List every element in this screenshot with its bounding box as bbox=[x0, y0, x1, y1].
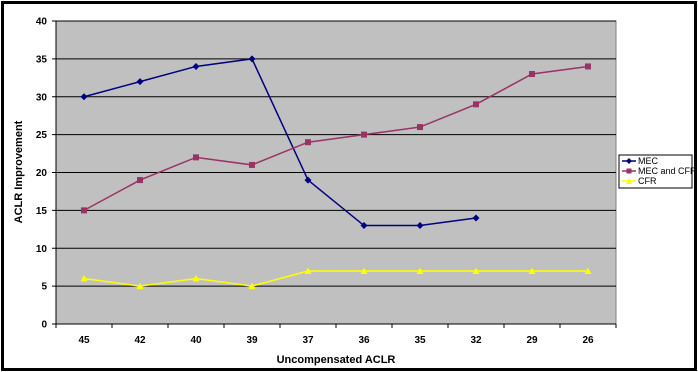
gridlines bbox=[56, 20, 616, 287]
point-cfr-39 bbox=[248, 282, 256, 290]
legend-label-mec: MEC bbox=[638, 156, 659, 166]
legend-marker-mec-and-cfr bbox=[626, 168, 632, 174]
series-line-cfr bbox=[83, 270, 588, 287]
x-tick-label-42: 42 bbox=[134, 335, 146, 346]
point-mec-and-cfr-35 bbox=[417, 124, 423, 131]
y-tick-label-5: 5 bbox=[41, 282, 47, 293]
series-layer bbox=[80, 55, 592, 290]
point-mec-and-cfr-32 bbox=[473, 101, 479, 108]
point-mec-36 bbox=[360, 222, 368, 230]
point-cfr-42 bbox=[136, 282, 144, 290]
point-mec-39 bbox=[248, 55, 256, 63]
x-tick-label-26: 26 bbox=[582, 335, 594, 346]
x-tick-label-45: 45 bbox=[78, 335, 90, 346]
point-mec-and-cfr-36 bbox=[361, 131, 367, 138]
point-mec-40 bbox=[192, 62, 200, 70]
x-tick-label-32: 32 bbox=[470, 335, 482, 346]
legend: MEC MEC and CFR CFR bbox=[618, 154, 697, 189]
legend-marker-mec bbox=[626, 158, 632, 164]
y-tick-label-30: 30 bbox=[36, 92, 48, 103]
series-cfr bbox=[80, 267, 592, 290]
series-line-mec bbox=[83, 58, 477, 227]
legend-label-mec-and-cfr: MEC and CFR bbox=[638, 166, 697, 176]
y-tick-label-20: 20 bbox=[36, 168, 48, 179]
point-mec-37 bbox=[304, 176, 312, 184]
point-cfr-26 bbox=[584, 267, 592, 274]
legend-item-mec: MEC bbox=[622, 156, 659, 166]
point-cfr-37 bbox=[304, 267, 312, 274]
series-mec-and-cfr bbox=[81, 63, 591, 214]
legend-marker-cfr bbox=[626, 178, 632, 184]
point-cfr-29 bbox=[528, 267, 536, 274]
point-cfr-36 bbox=[360, 267, 368, 274]
series-mec bbox=[80, 55, 480, 230]
legend-label-cfr: CFR bbox=[638, 176, 657, 186]
x-tick-label-35: 35 bbox=[414, 335, 426, 346]
point-mec-and-cfr-26 bbox=[585, 63, 591, 70]
point-cfr-35 bbox=[416, 267, 424, 274]
series-line-mec-and-cfr bbox=[83, 65, 589, 212]
point-cfr-40 bbox=[192, 275, 200, 282]
y-tick-label-40: 40 bbox=[36, 17, 48, 28]
point-cfr-45 bbox=[80, 275, 88, 282]
point-mec-35 bbox=[416, 222, 424, 230]
point-mec-42 bbox=[136, 78, 144, 86]
x-axis-title: Uncompensated ACLR bbox=[277, 354, 396, 366]
point-mec-and-cfr-45 bbox=[81, 207, 87, 214]
point-mec-45 bbox=[80, 93, 88, 101]
point-mec-32 bbox=[472, 214, 480, 222]
point-mec-and-cfr-42 bbox=[137, 177, 143, 184]
point-mec-and-cfr-39 bbox=[249, 161, 255, 168]
point-mec-and-cfr-40 bbox=[193, 154, 199, 161]
x-axis-ticks: 45 42 40 39 37 36 35 32 29 26 bbox=[55, 324, 617, 346]
y-axis-title: ACLR Improvement bbox=[13, 120, 25, 223]
legend-item-cfr: CFR bbox=[622, 176, 657, 186]
x-tick-label-40: 40 bbox=[190, 335, 202, 346]
x-tick-label-39: 39 bbox=[246, 335, 258, 346]
point-mec-and-cfr-29 bbox=[529, 71, 535, 78]
y-tick-label-0: 0 bbox=[41, 320, 47, 331]
y-tick-label-25: 25 bbox=[36, 130, 48, 141]
legend-item-mec-and-cfr: MEC and CFR bbox=[622, 166, 697, 176]
point-cfr-32 bbox=[472, 267, 480, 274]
point-mec-and-cfr-37 bbox=[305, 139, 311, 146]
y-tick-label-10: 10 bbox=[36, 244, 48, 255]
y-tick-label-15: 15 bbox=[36, 206, 48, 217]
x-tick-label-36: 36 bbox=[358, 335, 370, 346]
x-tick-label-29: 29 bbox=[526, 335, 538, 346]
y-axis-ticks: 0 5 10 15 20 25 30 35 40 bbox=[36, 17, 56, 331]
x-tick-label-37: 37 bbox=[302, 335, 314, 346]
y-tick-label-35: 35 bbox=[36, 54, 48, 65]
